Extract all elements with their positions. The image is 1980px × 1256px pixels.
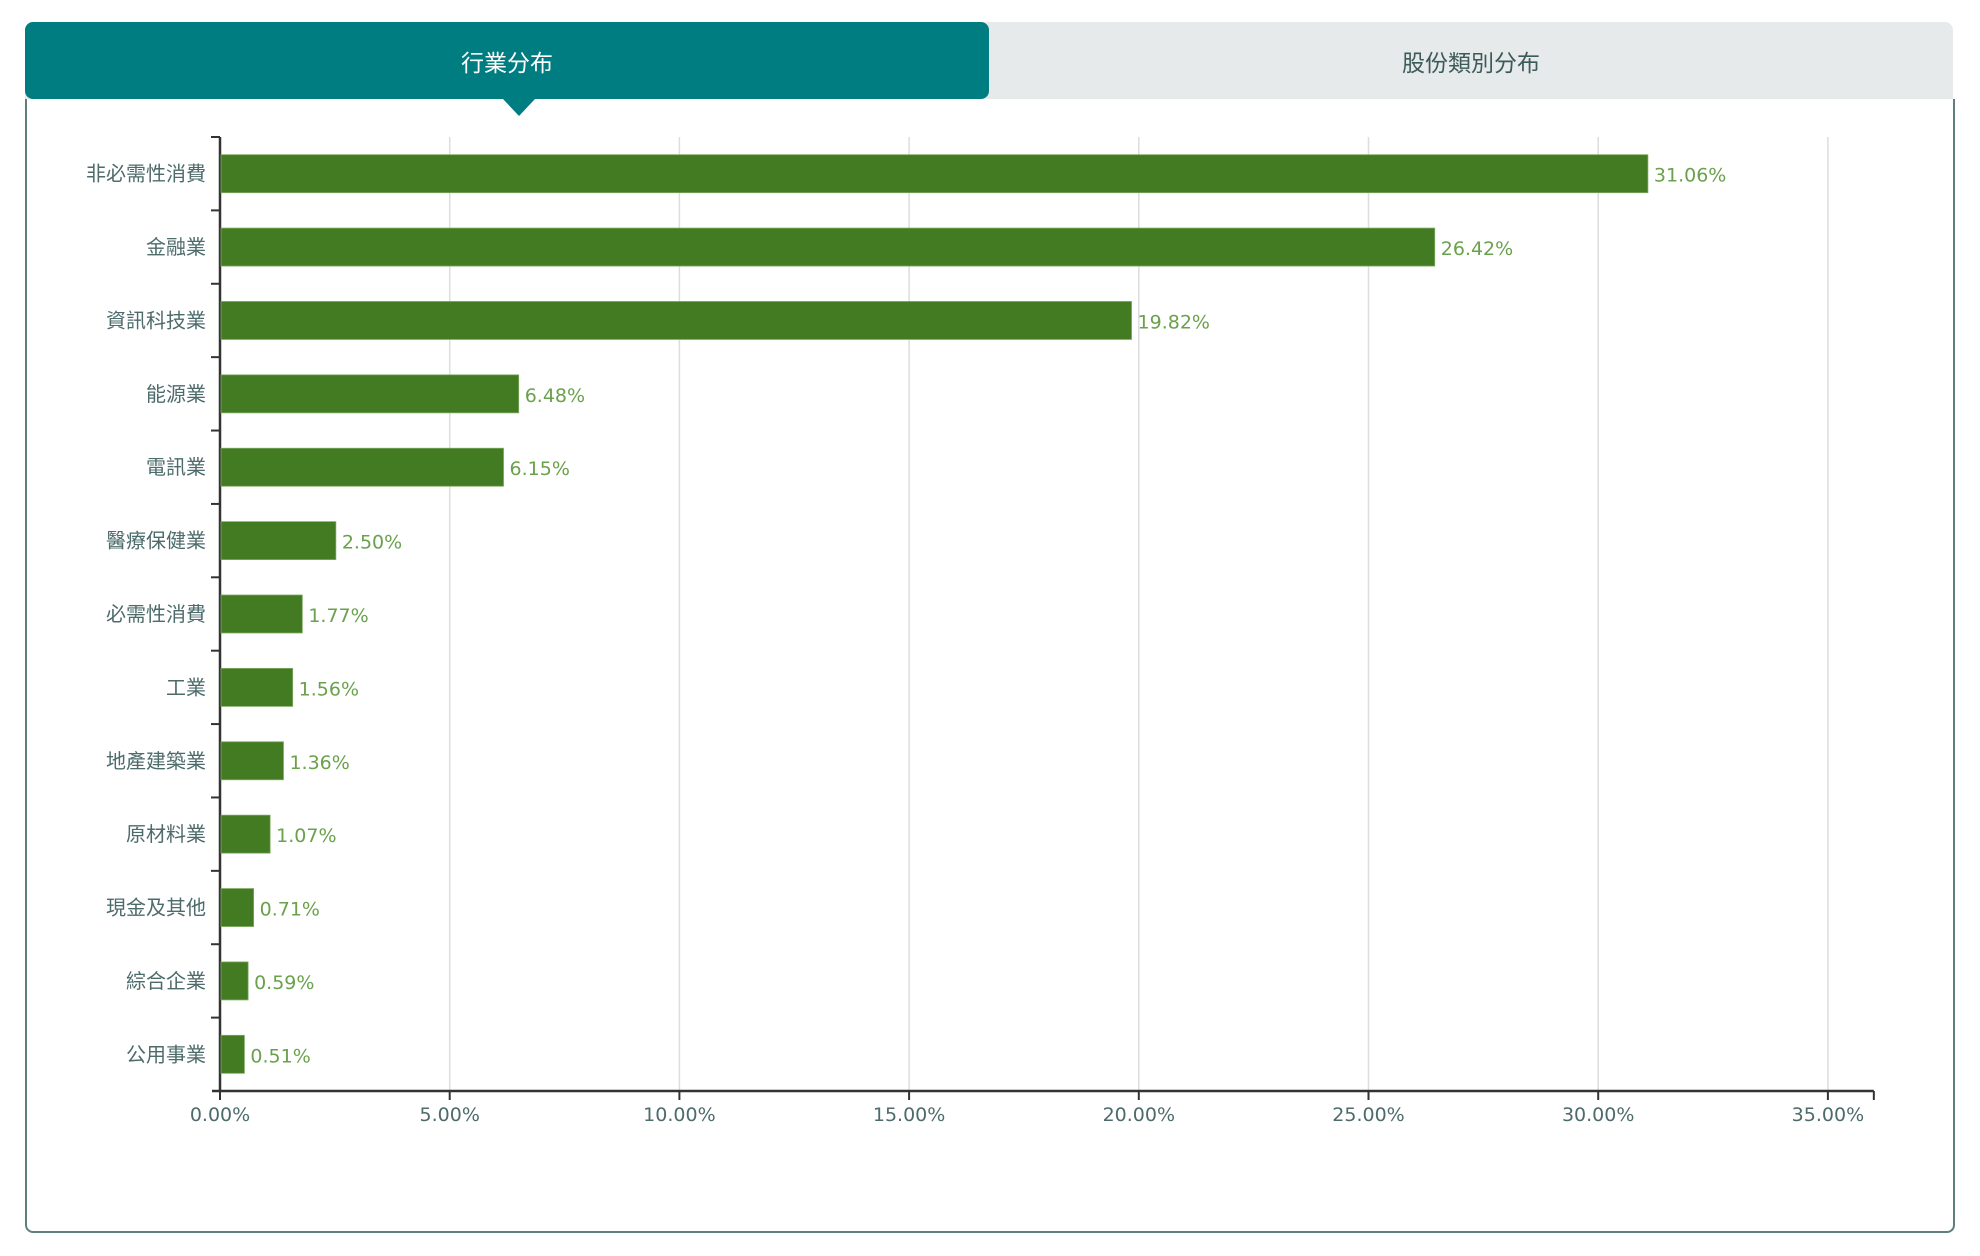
bar bbox=[220, 447, 504, 487]
category-label: 必需性消費 bbox=[106, 602, 206, 626]
category-label: 資訊科技業 bbox=[106, 308, 206, 332]
bar-value-label: 1.77% bbox=[308, 605, 368, 627]
bar-value-label: 26.42% bbox=[1441, 238, 1513, 260]
category-label: 現金及其他 bbox=[106, 896, 206, 920]
category-label: 地產建築業 bbox=[106, 749, 206, 773]
x-tick-label: 35.00% bbox=[1792, 1104, 1864, 1126]
category-label: 綜合企業 bbox=[126, 969, 206, 993]
x-tick-label: 20.00% bbox=[1103, 1104, 1175, 1126]
bar-value-label: 19.82% bbox=[1138, 311, 1210, 333]
bar-value-label: 1.36% bbox=[289, 752, 349, 774]
x-tick-label: 15.00% bbox=[873, 1104, 945, 1126]
bar-value-label: 31.06% bbox=[1654, 165, 1726, 187]
category-label: 工業 bbox=[166, 675, 206, 699]
category-label: 非必需性消費 bbox=[86, 162, 206, 186]
bar bbox=[220, 1034, 245, 1074]
bar bbox=[220, 154, 1649, 194]
bar bbox=[220, 961, 249, 1001]
category-label: 金融業 bbox=[146, 235, 206, 259]
bar-value-label: 0.71% bbox=[260, 899, 320, 921]
category-label: 能源業 bbox=[146, 382, 206, 406]
bar bbox=[220, 594, 303, 634]
bar-value-label: 1.56% bbox=[299, 678, 359, 700]
category-label: 公用事業 bbox=[126, 1042, 206, 1066]
bar bbox=[220, 227, 1436, 267]
tab-industry-distribution[interactable]: 行業分布 bbox=[25, 22, 989, 99]
bar bbox=[220, 301, 1132, 340]
category-label: 原材料業 bbox=[126, 822, 206, 846]
category-label: 醫療保健業 bbox=[106, 529, 206, 553]
x-tick-label: 25.00% bbox=[1332, 1104, 1404, 1126]
bar-value-label: 0.59% bbox=[254, 972, 314, 994]
bar-value-label: 6.15% bbox=[510, 458, 570, 480]
bar-value-label: 0.51% bbox=[250, 1045, 310, 1067]
chart-panel bbox=[25, 99, 1955, 1233]
bar bbox=[220, 374, 520, 414]
tab-bar: 行業分布 股份類別分布 bbox=[25, 22, 1953, 99]
bar-value-label: 6.48% bbox=[525, 385, 585, 407]
bar bbox=[220, 888, 255, 927]
tab-label: 行業分布 bbox=[461, 50, 553, 77]
bar bbox=[220, 814, 271, 854]
x-tick-label: 0.00% bbox=[190, 1104, 250, 1126]
bar bbox=[220, 521, 337, 561]
category-label: 電訊業 bbox=[146, 455, 206, 479]
tab-share-class-distribution[interactable]: 股份類別分布 bbox=[989, 22, 1953, 99]
tab-label: 股份類別分布 bbox=[1402, 50, 1540, 77]
x-tick-label: 30.00% bbox=[1562, 1104, 1634, 1126]
x-tick-label: 5.00% bbox=[420, 1104, 480, 1126]
bar bbox=[220, 667, 294, 707]
x-tick-label: 10.00% bbox=[643, 1104, 715, 1126]
bar bbox=[220, 741, 284, 781]
bar-value-label: 1.07% bbox=[276, 825, 336, 847]
bar-value-label: 2.50% bbox=[342, 532, 402, 554]
active-tab-pointer-icon bbox=[503, 99, 535, 116]
